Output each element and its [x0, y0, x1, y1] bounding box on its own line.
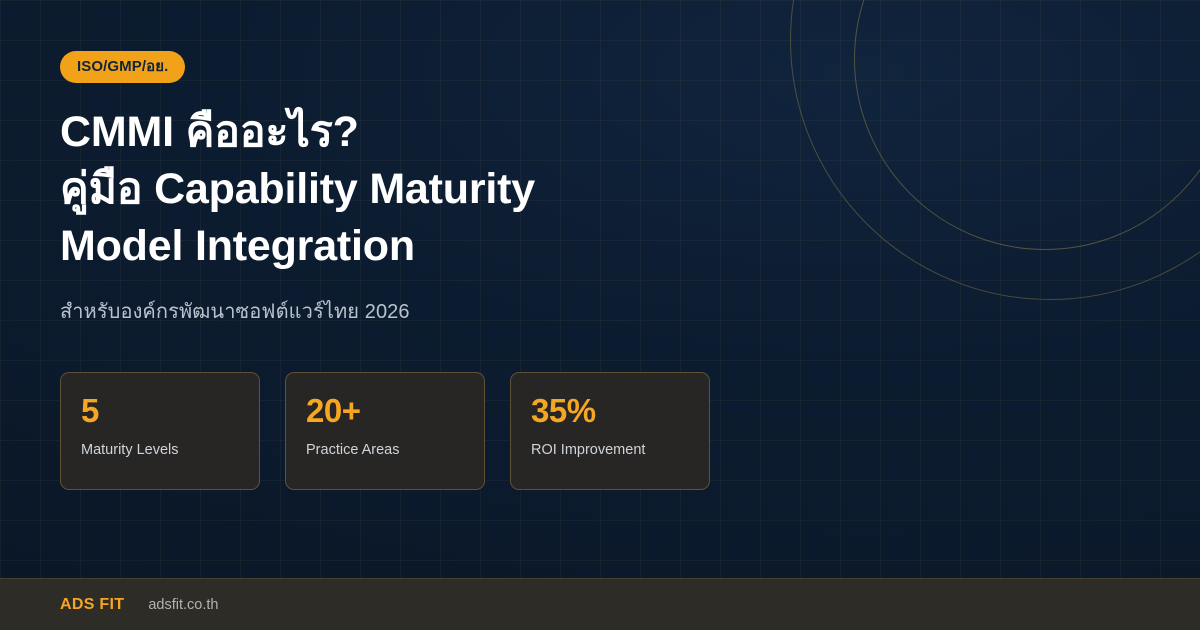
stat-card: 5 Maturity Levels [60, 372, 260, 490]
stat-card: 20+ Practice Areas [285, 372, 485, 490]
footer-brand-logo: ADS FIT [60, 595, 125, 613]
page-title: CMMI คืออะไร? คู่มือ Capability Maturity… [60, 104, 760, 275]
footer-website-url: adsfit.co.th [148, 596, 219, 613]
stat-value: 5 [81, 392, 99, 429]
stat-value: 20+ [306, 392, 361, 429]
headline-line-2: คู่มือ Capability Maturity [60, 165, 535, 213]
headline-line-1: CMMI คืออะไร? [60, 108, 359, 156]
stat-label: Maturity Levels [81, 442, 179, 458]
page-subtitle: สำหรับองค์กรพัฒนาซอฟต์แวร์ไทย 2026 [60, 301, 410, 323]
headline-line-3: Model Integration [60, 222, 415, 270]
stat-card-list: 5 Maturity Levels 20+ Practice Areas 35%… [60, 372, 1140, 490]
footer-bar: ADS FIT adsfit.co.th [0, 578, 1200, 630]
stat-value: 35% [531, 392, 596, 429]
stat-card: 35% ROI Improvement [510, 372, 710, 490]
stat-label: Practice Areas [306, 442, 400, 458]
card-content: ISO/GMP/อย. CMMI คืออะไร? คู่มือ Capabil… [60, 0, 1140, 490]
certification-badge: ISO/GMP/อย. [60, 51, 186, 83]
stat-label: ROI Improvement [531, 442, 646, 458]
